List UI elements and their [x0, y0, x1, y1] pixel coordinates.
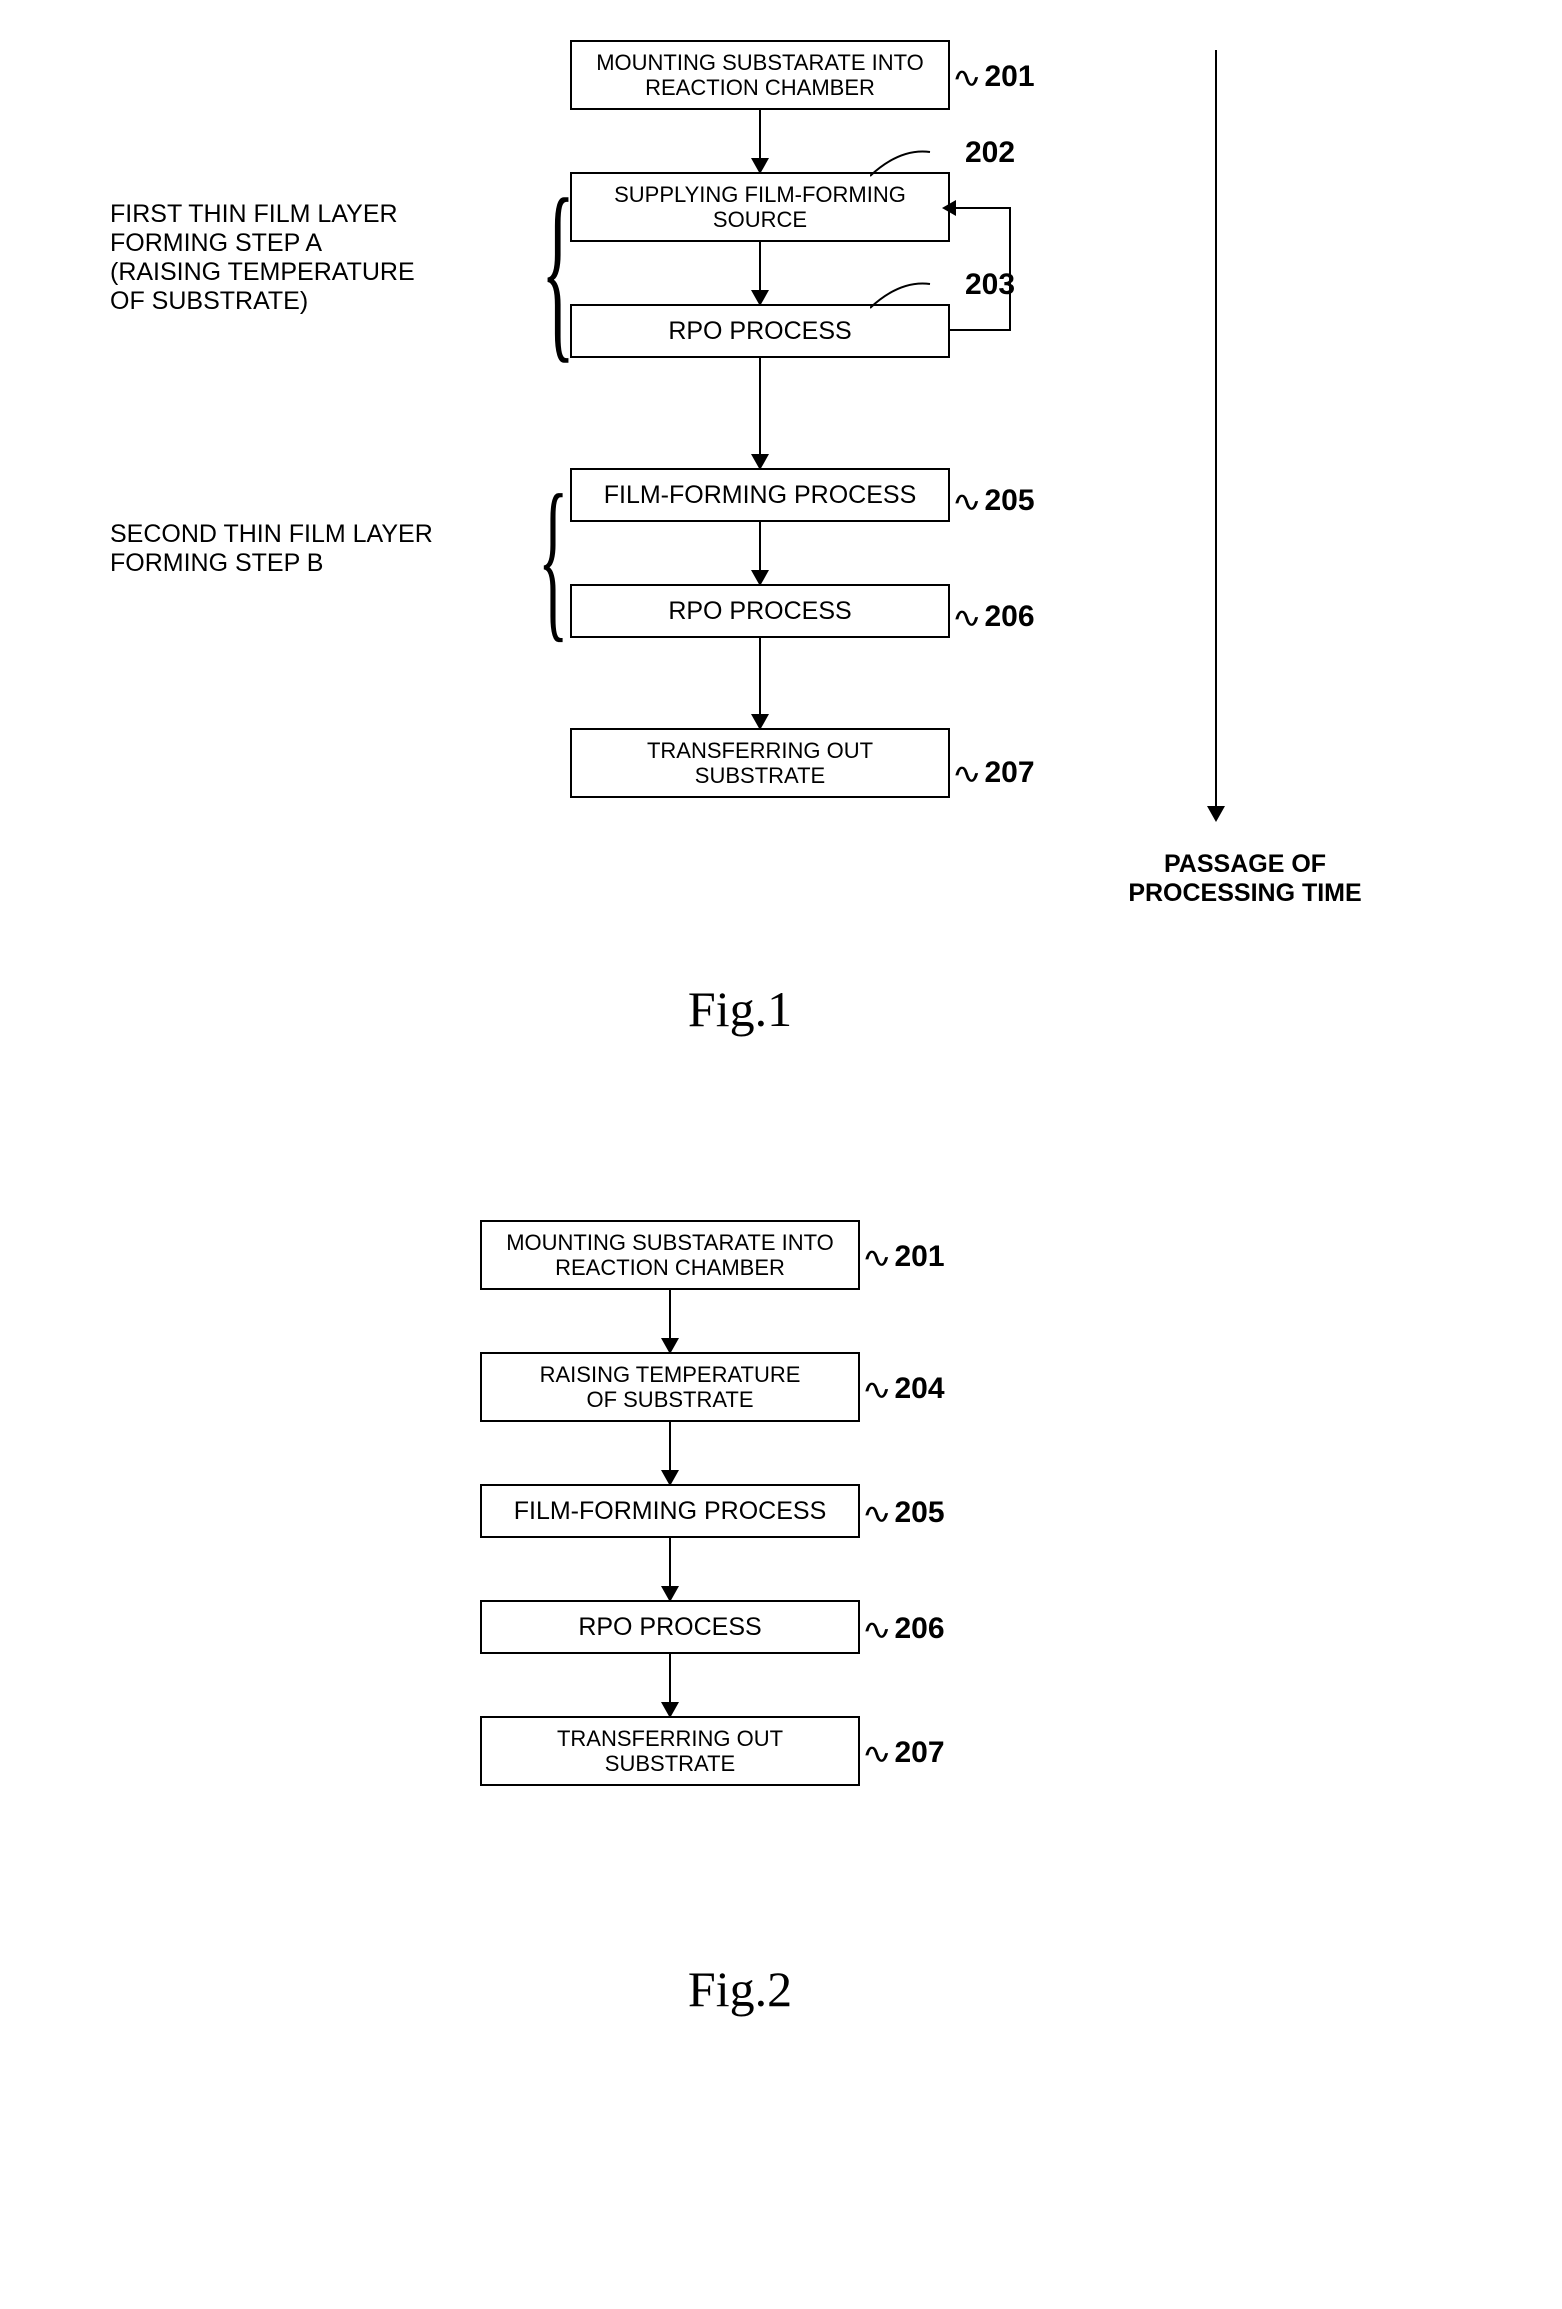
label-207-fig2: 207: [894, 1736, 944, 1770]
arrow: [759, 110, 761, 172]
box-207: TRANSFERRING OUT SUBSTRATE: [570, 728, 950, 798]
connector: ∿: [861, 1497, 892, 1530]
box-201-fig2: MOUNTING SUBSTARATE INTO REACTION CHAMBE…: [480, 1220, 860, 1290]
connector: ∿: [951, 757, 982, 790]
label-204: 204: [894, 1372, 944, 1406]
arrow: [759, 522, 761, 584]
connector: ∿: [861, 1613, 892, 1646]
box-207-fig2: TRANSFERRING OUT SUBSTRATE: [480, 1716, 860, 1786]
arrow: [759, 638, 761, 728]
box-206-fig2: RPO PROCESS: [480, 1600, 860, 1654]
box-201: MOUNTING SUBSTARATE INTO REACTION CHAMBE…: [570, 40, 950, 110]
box-205: FILM-FORMING PROCESS: [570, 468, 950, 522]
label-201-fig2: 201: [894, 1240, 944, 1274]
connector: ∿: [951, 61, 982, 94]
box-205-fig2: FILM-FORMING PROCESS: [480, 1484, 860, 1538]
connector: ∿: [951, 601, 982, 634]
connector: ∿: [951, 485, 982, 518]
arrow: [669, 1290, 671, 1352]
figure-2: MOUNTING SUBSTARATE INTO REACTION CHAMBE…: [40, 1220, 1522, 2120]
label-205-fig2: 205: [894, 1496, 944, 1530]
box-206: RPO PROCESS: [570, 584, 950, 638]
brace-step-a: {: [541, 170, 575, 370]
feedback-arrow: [950, 200, 1040, 360]
label-207: 207: [984, 756, 1034, 790]
label-206-fig2: 206: [894, 1612, 944, 1646]
connector: ∿: [861, 1241, 892, 1274]
label-201: 201: [984, 60, 1034, 94]
leader-202: [870, 148, 960, 178]
arrow: [669, 1538, 671, 1600]
connector: ∿: [861, 1373, 892, 1406]
arrow: [759, 358, 761, 468]
figure-2-caption: Fig.2: [40, 1960, 1440, 2018]
box-202: SUPPLYING FILM-FORMING SOURCE: [570, 172, 950, 242]
label-step-a: FIRST THIN FILM LAYER FORMING STEP A (RA…: [110, 200, 480, 316]
arrow: [669, 1654, 671, 1716]
label-202: 202: [965, 136, 1015, 170]
figure-1-caption: Fig.1: [40, 980, 1440, 1038]
box-203: RPO PROCESS: [570, 304, 950, 358]
brace-step-b: {: [538, 468, 568, 648]
label-step-b: SECOND THIN FILM LAYER FORMING STEP B: [110, 520, 500, 578]
box-204: RAISING TEMPERATURE OF SUBSTRATE: [480, 1352, 860, 1422]
leader-203: [870, 280, 960, 310]
arrow: [669, 1422, 671, 1484]
connector: ∿: [861, 1737, 892, 1770]
figure-1: PASSAGE OF PROCESSING TIME MOUNTING SUBS…: [40, 40, 1522, 1100]
time-label: PASSAGE OF PROCESSING TIME: [1120, 850, 1370, 908]
arrow: [759, 242, 761, 304]
label-205: 205: [984, 484, 1034, 518]
label-206: 206: [984, 600, 1034, 634]
